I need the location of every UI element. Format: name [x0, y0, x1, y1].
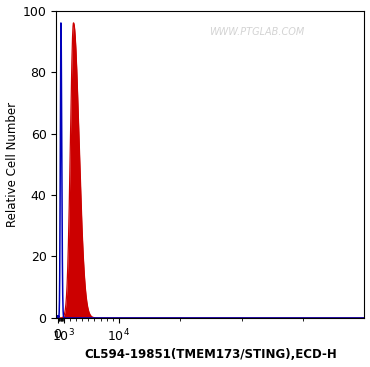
- Y-axis label: Relative Cell Number: Relative Cell Number: [6, 102, 18, 227]
- Text: WWW.PTGLAB.COM: WWW.PTGLAB.COM: [209, 27, 304, 37]
- X-axis label: CL594-19851(TMEM173/STING),ECD-H: CL594-19851(TMEM173/STING),ECD-H: [84, 348, 337, 361]
